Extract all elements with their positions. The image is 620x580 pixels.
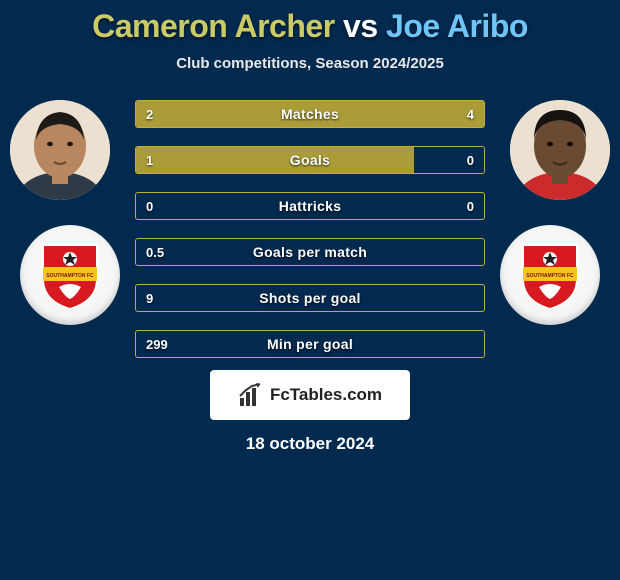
subtitle: Club competitions, Season 2024/2025 (0, 55, 620, 72)
player2-avatar (510, 100, 610, 200)
stat-label: Goals per match (136, 239, 484, 265)
player2-name: Joe Aribo (386, 8, 528, 44)
stat-row-goals-per-match: 0.5 Goals per match (135, 238, 485, 266)
comparison-content: SOUTHAMPTON FC SOUTHAMPTON FC 2 (0, 100, 620, 360)
comparison-date: 18 october 2024 (0, 434, 620, 454)
player1-club-crest: SOUTHAMPTON FC (20, 225, 120, 325)
stat-label: Min per goal (136, 331, 484, 357)
player1-avatar (10, 100, 110, 200)
stat-value-right: 4 (467, 101, 474, 127)
stat-row-min-per-goal: 299 Min per goal (135, 330, 485, 358)
source-logo-text: FcTables.com (270, 385, 382, 405)
stat-label: Shots per goal (136, 285, 484, 311)
stat-label: Hattricks (136, 193, 484, 219)
stat-value-right: 0 (467, 193, 474, 219)
vs-separator: vs (343, 8, 378, 44)
stat-row-goals: 1 Goals 0 (135, 146, 485, 174)
stat-row-matches: 2 Matches 4 (135, 100, 485, 128)
stat-row-hattricks: 0 Hattricks 0 (135, 192, 485, 220)
stat-bars-container: 2 Matches 4 1 Goals 0 0 Hattricks 0 (135, 100, 485, 376)
stat-value-right: 0 (467, 147, 474, 173)
stat-row-shots-per-goal: 9 Shots per goal (135, 284, 485, 312)
player2-club-crest: SOUTHAMPTON FC (500, 225, 600, 325)
fctables-icon (238, 382, 264, 408)
svg-text:SOUTHAMPTON FC: SOUTHAMPTON FC (526, 273, 574, 279)
source-logo: FcTables.com (210, 370, 410, 420)
comparison-title: Cameron Archer vs Joe Aribo (0, 0, 620, 45)
svg-text:SOUTHAMPTON FC: SOUTHAMPTON FC (46, 273, 94, 279)
stat-label: Matches (136, 101, 484, 127)
stat-label: Goals (136, 147, 484, 173)
player1-name: Cameron Archer (92, 8, 335, 44)
